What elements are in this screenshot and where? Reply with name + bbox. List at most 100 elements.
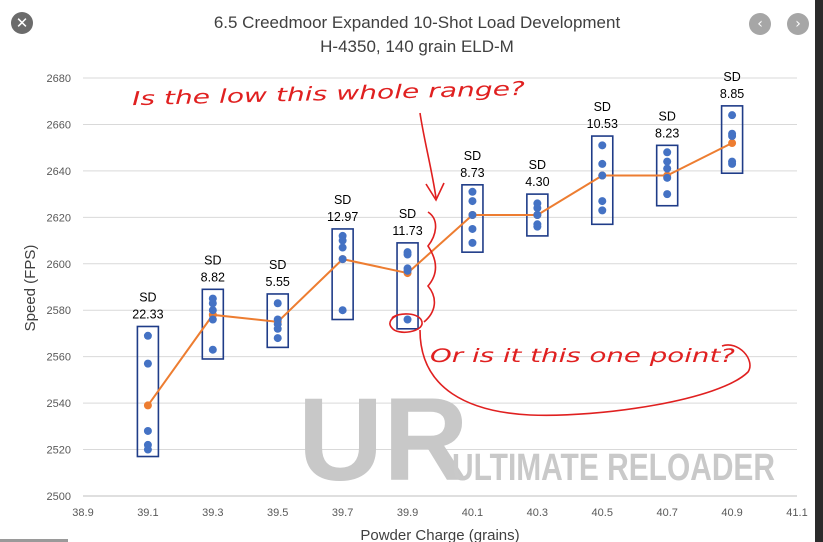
shot-point xyxy=(143,359,152,368)
previous-image-button[interactable]: ‹ xyxy=(749,13,771,35)
sd-label-value: 8.82 xyxy=(201,270,225,284)
x-tick-label: 39.9 xyxy=(397,507,418,519)
sd-label-head: SD xyxy=(529,158,546,172)
sd-label-value: 8.85 xyxy=(720,87,744,101)
shot-point xyxy=(468,238,477,247)
next-image-button[interactable]: › xyxy=(787,13,809,35)
sd-labels: SD 22.33 SD 8.82 SD 5.55 SD 12.97 SD 11.73 SD 8.73 S… xyxy=(132,70,744,322)
x-axis-label: Powder Charge (grains) xyxy=(360,527,519,542)
shot-point xyxy=(403,266,412,275)
y-tick-label: 2500 xyxy=(47,491,71,503)
sd-label-head: SD xyxy=(594,100,611,114)
shot-point xyxy=(468,197,477,206)
range-box xyxy=(396,242,419,330)
annotation-bottom-note: Or is it this one point? xyxy=(430,345,735,367)
x-tick-label: 41.1 xyxy=(786,507,807,519)
y-axis-label: Speed (FPS) xyxy=(22,245,39,332)
y-tick-label: 2640 xyxy=(47,166,71,178)
x-tick-label: 40.3 xyxy=(527,507,548,519)
shot-point xyxy=(208,306,217,315)
viewer-right-edge xyxy=(815,0,823,542)
shot-point xyxy=(338,255,347,264)
x-tick-label: 40.5 xyxy=(592,507,613,519)
watermark: UR ULTIMATE RELOADER xyxy=(298,374,775,506)
shot-points xyxy=(143,111,737,454)
viewer-progress-bar xyxy=(0,539,68,542)
shot-point xyxy=(143,331,152,340)
range-box xyxy=(201,288,225,360)
shot-point xyxy=(403,315,412,324)
shot-point xyxy=(338,306,347,315)
sd-label-value: 8.73 xyxy=(460,166,484,180)
annotation-curve xyxy=(419,329,751,417)
close-button[interactable]: ✕ xyxy=(11,12,33,34)
average-line-layer xyxy=(143,139,737,410)
watermark-brand: ULTIMATE RELOADER xyxy=(452,447,775,489)
annotation-top-note: Is the low this whole range? xyxy=(132,78,525,110)
range-box xyxy=(720,105,744,175)
x-tick-label: 39.3 xyxy=(202,507,223,519)
shot-point xyxy=(728,111,737,120)
sd-label-value: 12.97 xyxy=(327,210,358,224)
x-tick-label: 39.5 xyxy=(267,507,288,519)
shot-point xyxy=(468,187,477,196)
shot-point xyxy=(598,171,607,180)
sd-label-head: SD xyxy=(723,70,740,84)
shot-point xyxy=(273,334,282,343)
shot-point xyxy=(598,206,607,215)
shot-point xyxy=(533,222,542,231)
chevron-left-icon: ‹ xyxy=(757,16,763,32)
range-boxes xyxy=(136,105,744,458)
shot-point xyxy=(663,164,672,173)
annotation-range-bracket xyxy=(423,211,437,323)
y-tick-label: 2580 xyxy=(47,305,71,317)
sd-label-value: 22.33 xyxy=(132,307,163,321)
y-tick-label: 2560 xyxy=(47,352,71,364)
shot-point xyxy=(143,445,152,454)
sd-label-head: SD xyxy=(399,207,416,221)
shot-point xyxy=(273,324,282,333)
sd-label-value: 11.73 xyxy=(392,224,422,238)
shot-point xyxy=(208,315,217,324)
shot-point xyxy=(728,159,737,168)
shot-point xyxy=(663,157,672,166)
range-box xyxy=(136,325,160,458)
shot-point xyxy=(468,211,477,220)
shot-point xyxy=(338,236,347,245)
sd-label-head: SD xyxy=(334,193,351,207)
shot-point xyxy=(468,224,477,233)
x-tick-label: 40.1 xyxy=(462,507,483,519)
y-tick-label: 2660 xyxy=(47,119,71,131)
average-point xyxy=(143,401,152,410)
sd-label-value: 5.55 xyxy=(266,275,290,289)
x-tick-label: 38.9 xyxy=(72,507,93,519)
y-tick-label: 2620 xyxy=(47,212,71,224)
annotation-point-circle xyxy=(389,313,423,334)
range-box xyxy=(590,135,614,226)
sd-label-head: SD xyxy=(269,258,286,272)
shot-point xyxy=(338,243,347,252)
range-box xyxy=(331,228,354,321)
chevron-right-icon: › xyxy=(795,16,801,32)
y-tick-label: 2540 xyxy=(47,398,71,410)
axes: 2500 2520 2540 2560 2580 2600 2620 2640 2660 2680… xyxy=(47,73,808,519)
x-tick-label: 40.7 xyxy=(656,507,677,519)
shot-point xyxy=(208,299,217,308)
x-tick-label: 39.7 xyxy=(332,507,353,519)
y-tick-label: 2600 xyxy=(47,259,71,271)
chart-subtitle: H-4350, 140 grain ELD-M xyxy=(320,37,514,56)
sd-label-value: 4.30 xyxy=(525,175,549,189)
shot-point xyxy=(663,173,672,182)
shot-point xyxy=(208,345,217,354)
x-tick-label: 40.9 xyxy=(721,507,742,519)
sd-label-head: SD xyxy=(139,290,156,304)
shot-point xyxy=(143,426,152,435)
shot-point xyxy=(533,204,542,213)
sd-label-head: SD xyxy=(464,149,481,163)
shot-point xyxy=(663,190,672,199)
x-tick-label: 39.1 xyxy=(137,507,158,519)
sd-label-value: 8.23 xyxy=(655,126,679,140)
sd-label-head: SD xyxy=(204,253,221,267)
shot-point xyxy=(598,141,607,150)
y-tick-label: 2680 xyxy=(47,73,71,85)
